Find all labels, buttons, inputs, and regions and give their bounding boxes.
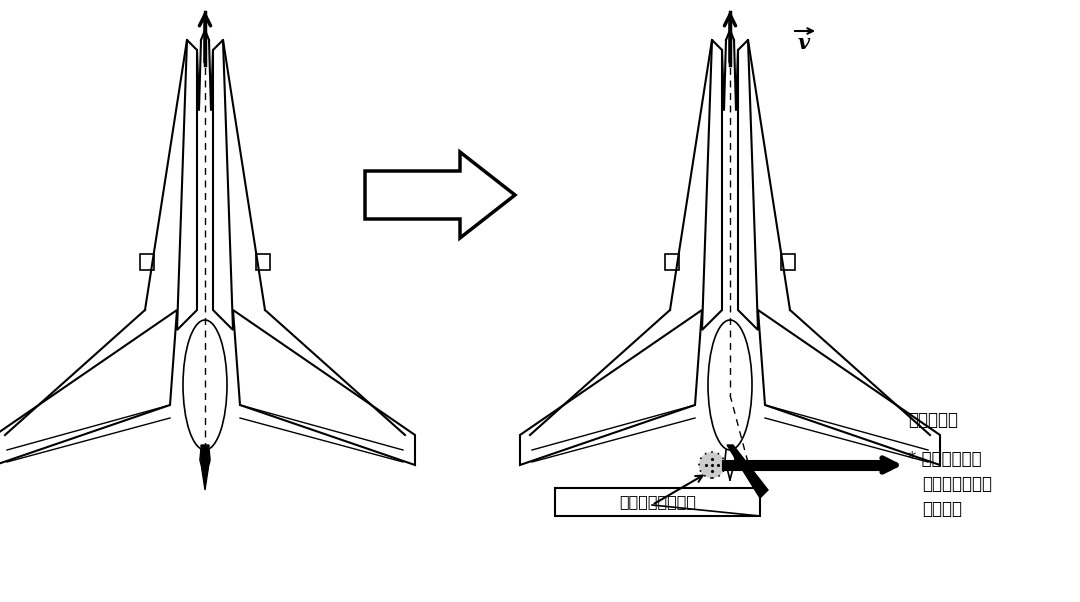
Polygon shape: [727, 445, 768, 498]
Bar: [140, 254, 154, 270]
Text: 方向舐偏转: 方向舐偏转: [908, 411, 958, 429]
Polygon shape: [201, 445, 210, 490]
Text: 安定面）: 安定面）: [922, 500, 962, 518]
Text: v: v: [798, 33, 810, 53]
Text: （方向舐和垂直: （方向舐和垂直: [922, 475, 993, 493]
Text: * 尾翼上的负荷: * 尾翼上的负荷: [908, 450, 982, 468]
Bar: [781, 254, 795, 270]
Bar: [665, 254, 679, 270]
Text: 方向舐行程限制器: 方向舐行程限制器: [619, 494, 696, 509]
Circle shape: [699, 452, 725, 478]
Bar: [256, 254, 270, 270]
